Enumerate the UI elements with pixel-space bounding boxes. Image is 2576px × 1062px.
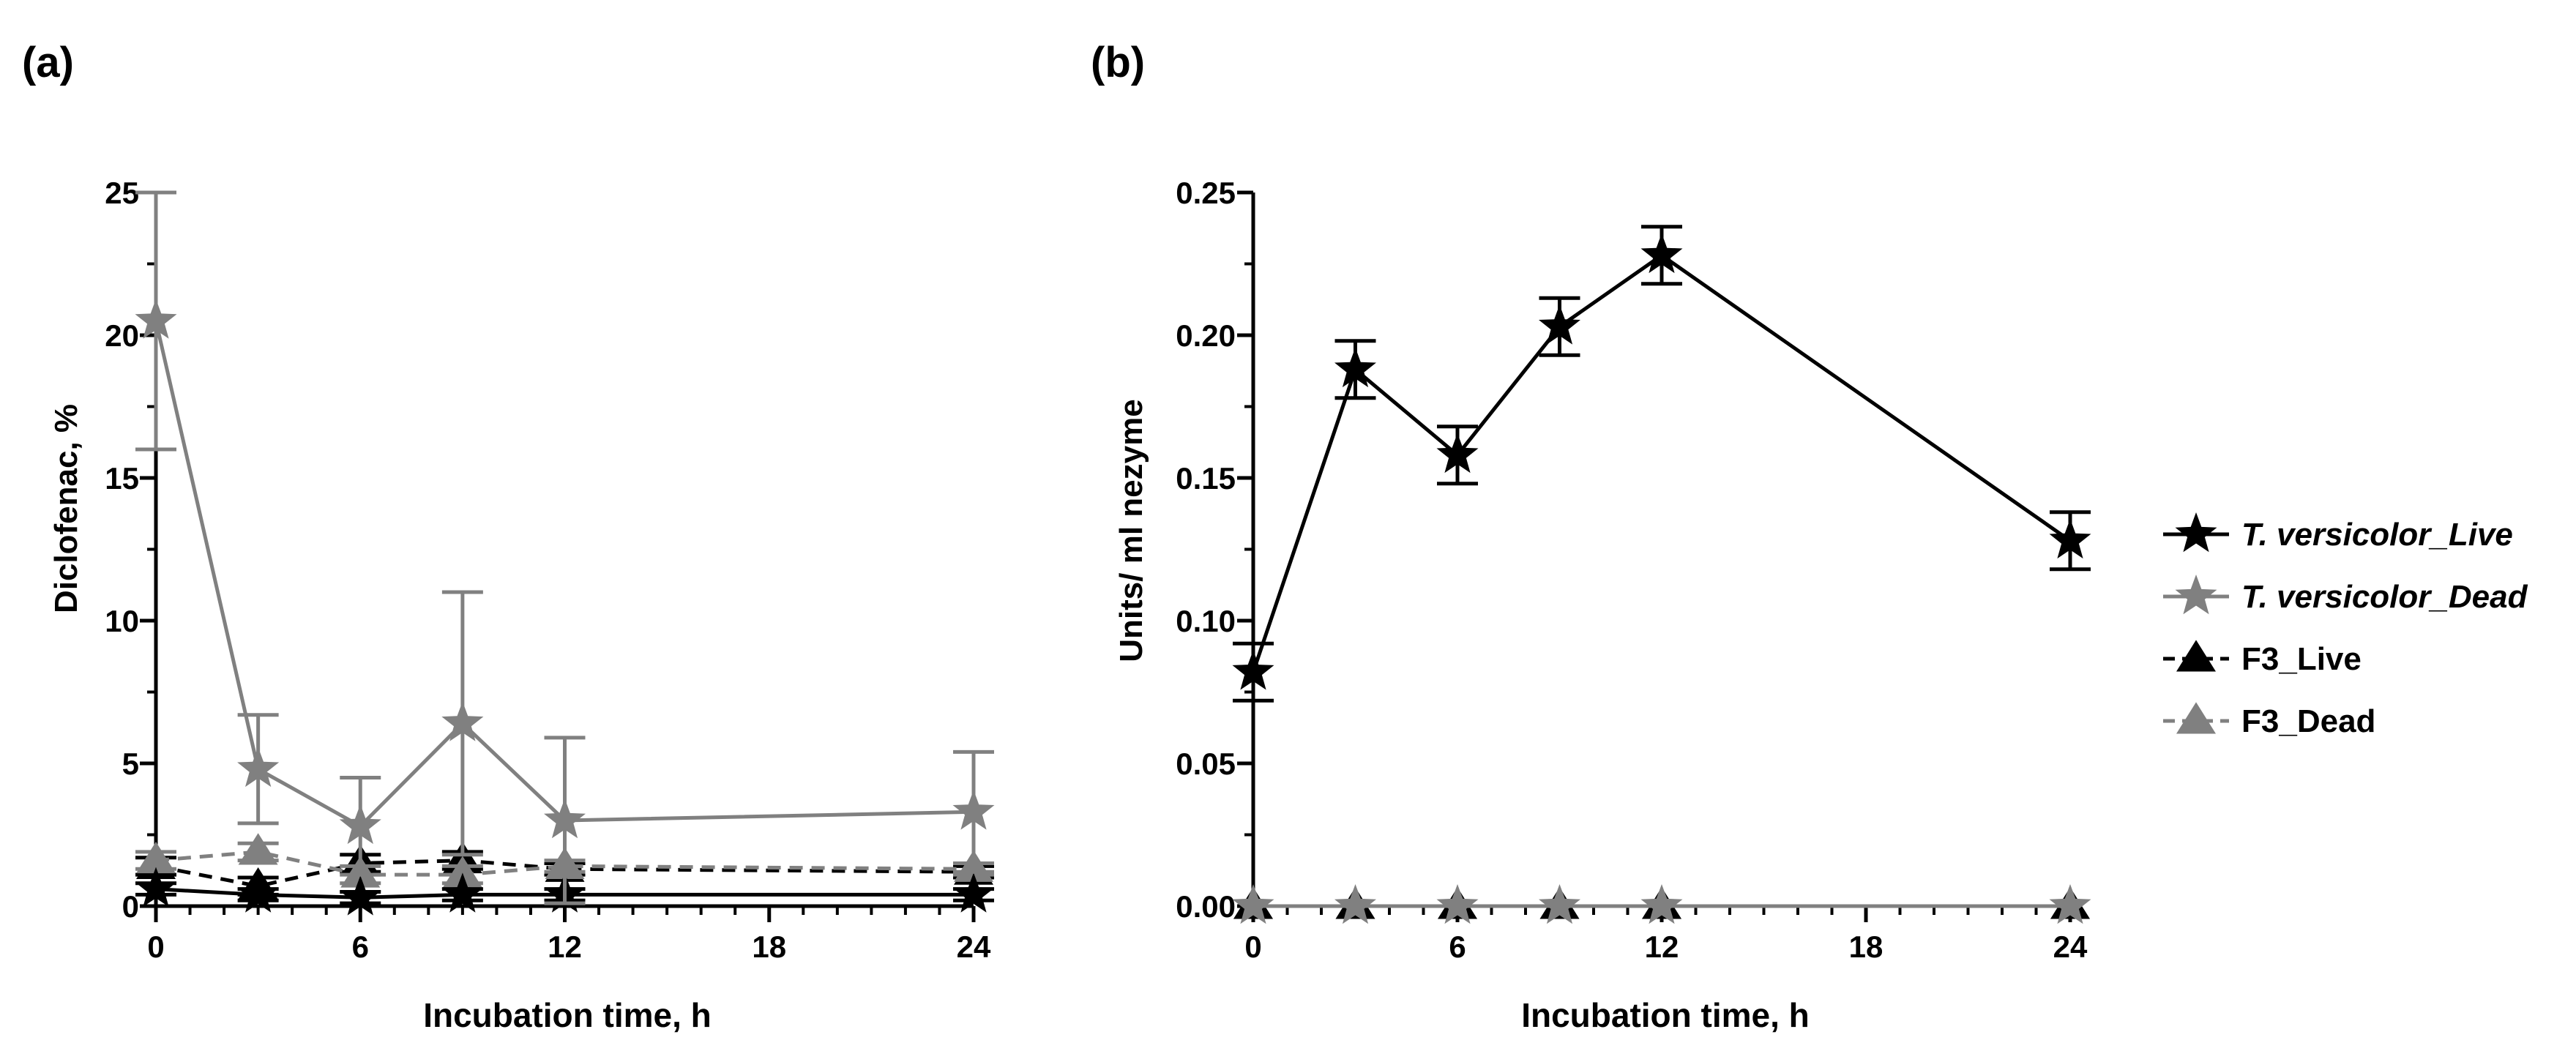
star-marker xyxy=(237,872,280,913)
star-marker xyxy=(952,872,995,913)
legend-star-icon xyxy=(2175,512,2217,553)
series-t-versicolor-live xyxy=(1232,225,2091,703)
x-tick-label: 6 xyxy=(1449,930,1466,964)
legend-label-f3-dead: F3_Dead xyxy=(2241,703,2375,739)
y-tick-label: 0.00 xyxy=(1176,889,1236,924)
y-axis-label-b: Units/ ml nezyme xyxy=(1113,399,1149,662)
y-tick-label: 5 xyxy=(122,747,139,781)
star-marker xyxy=(952,790,995,830)
x-tick-label: 18 xyxy=(752,930,786,964)
star-marker xyxy=(441,872,484,913)
legend-star-marker xyxy=(2175,512,2217,553)
legend-item-tv-dead: T. versicolor_Dead xyxy=(2163,575,2528,615)
legend-label-tv-dead: T. versicolor_Dead xyxy=(2241,579,2528,615)
star-marker xyxy=(2049,518,2091,559)
series-line xyxy=(1251,253,2072,673)
y-tick-label: 10 xyxy=(105,604,139,638)
star-marker xyxy=(1232,650,1274,690)
x-tick-label: 0 xyxy=(1244,930,1261,964)
star-marker xyxy=(1232,884,1274,924)
star-marker xyxy=(1334,884,1376,924)
x-tick-label: 0 xyxy=(147,930,164,964)
legend-star-icon xyxy=(2175,575,2217,615)
legend-label-tv-live: T. versicolor_Live xyxy=(2241,517,2513,553)
x-tick-label: 24 xyxy=(957,930,991,964)
x-tick-label: 12 xyxy=(1645,930,1679,964)
y-axis-label-a: Diclofenac, % xyxy=(48,404,84,613)
legend-triangle-marker xyxy=(2176,640,2216,672)
series-t-versicolor-dead xyxy=(1232,884,2091,924)
plot-area-a: 0 5 10 15 20 25 0 6 12 18 24 xyxy=(105,176,995,964)
legend-triangle-marker xyxy=(2176,702,2216,734)
star-marker xyxy=(1436,433,1479,474)
triangle-marker xyxy=(238,833,278,865)
triangle-marker xyxy=(136,841,176,874)
panel-label-a: (a) xyxy=(22,39,74,86)
legend-item-tv-live: T. versicolor_Live xyxy=(2163,512,2513,553)
legend-item-f3-live: F3_Live xyxy=(2163,640,2362,677)
panel-a: (a) Diclofenac, % Incubation time, h 0 5 1… xyxy=(22,39,995,1034)
star-marker xyxy=(339,875,381,916)
panel-label-b: (b) xyxy=(1091,39,1145,86)
y-tick-label: 0 xyxy=(122,889,139,924)
series-t-versicolor-dead xyxy=(135,190,995,905)
x-tick-label: 24 xyxy=(2053,930,2088,964)
star-marker xyxy=(135,299,177,339)
star-marker xyxy=(1436,884,1479,924)
x-tick-label: 18 xyxy=(1849,930,1884,964)
x-tick-label: 6 xyxy=(352,930,369,964)
y-tick-label: 0.15 xyxy=(1176,461,1236,496)
y-tick-label: 20 xyxy=(105,318,139,353)
y-tick-label: 0.10 xyxy=(1176,604,1236,638)
star-marker xyxy=(1640,233,1683,274)
star-marker xyxy=(1539,884,1580,924)
star-marker xyxy=(1334,347,1376,388)
star-marker xyxy=(237,747,280,788)
star-marker xyxy=(135,867,177,907)
x-axis-label-b: Incubation time, h xyxy=(1521,996,1810,1034)
y-tick-label: 0.20 xyxy=(1176,318,1236,353)
star-marker xyxy=(441,701,484,741)
series-line xyxy=(155,887,974,900)
panel-b: (b) Units/ ml nezyme Incubation time, h … xyxy=(1091,39,2091,1034)
series-line xyxy=(154,320,974,829)
legend: T. versicolor_Live T. versicolor_Dead F3… xyxy=(2163,512,2528,739)
star-marker xyxy=(2049,884,2091,924)
triangle-marker xyxy=(442,856,482,888)
star-marker xyxy=(1539,304,1580,345)
star-marker xyxy=(339,804,381,845)
legend-label-f3-live: F3_Live xyxy=(2241,641,2362,677)
plot-area-b: 0.00 0.05 0.10 0.15 0.20 0.25 0 6 12 18 24 xyxy=(1176,176,2091,964)
star-marker xyxy=(1640,884,1683,924)
y-tick-label: 25 xyxy=(105,176,139,210)
y-tick-label: 0.05 xyxy=(1176,747,1236,781)
legend-triangle-icon xyxy=(2176,640,2216,672)
star-marker xyxy=(544,799,586,839)
legend-star-marker xyxy=(2175,575,2217,615)
legend-triangle-icon xyxy=(2176,702,2216,734)
x-tick-label: 12 xyxy=(548,930,582,964)
y-tick-label: 0.25 xyxy=(1176,176,1236,210)
legend-item-f3-dead: F3_Dead xyxy=(2163,702,2375,739)
x-axis-label-a: Incubation time, h xyxy=(423,996,712,1034)
y-tick-label: 15 xyxy=(105,461,139,496)
